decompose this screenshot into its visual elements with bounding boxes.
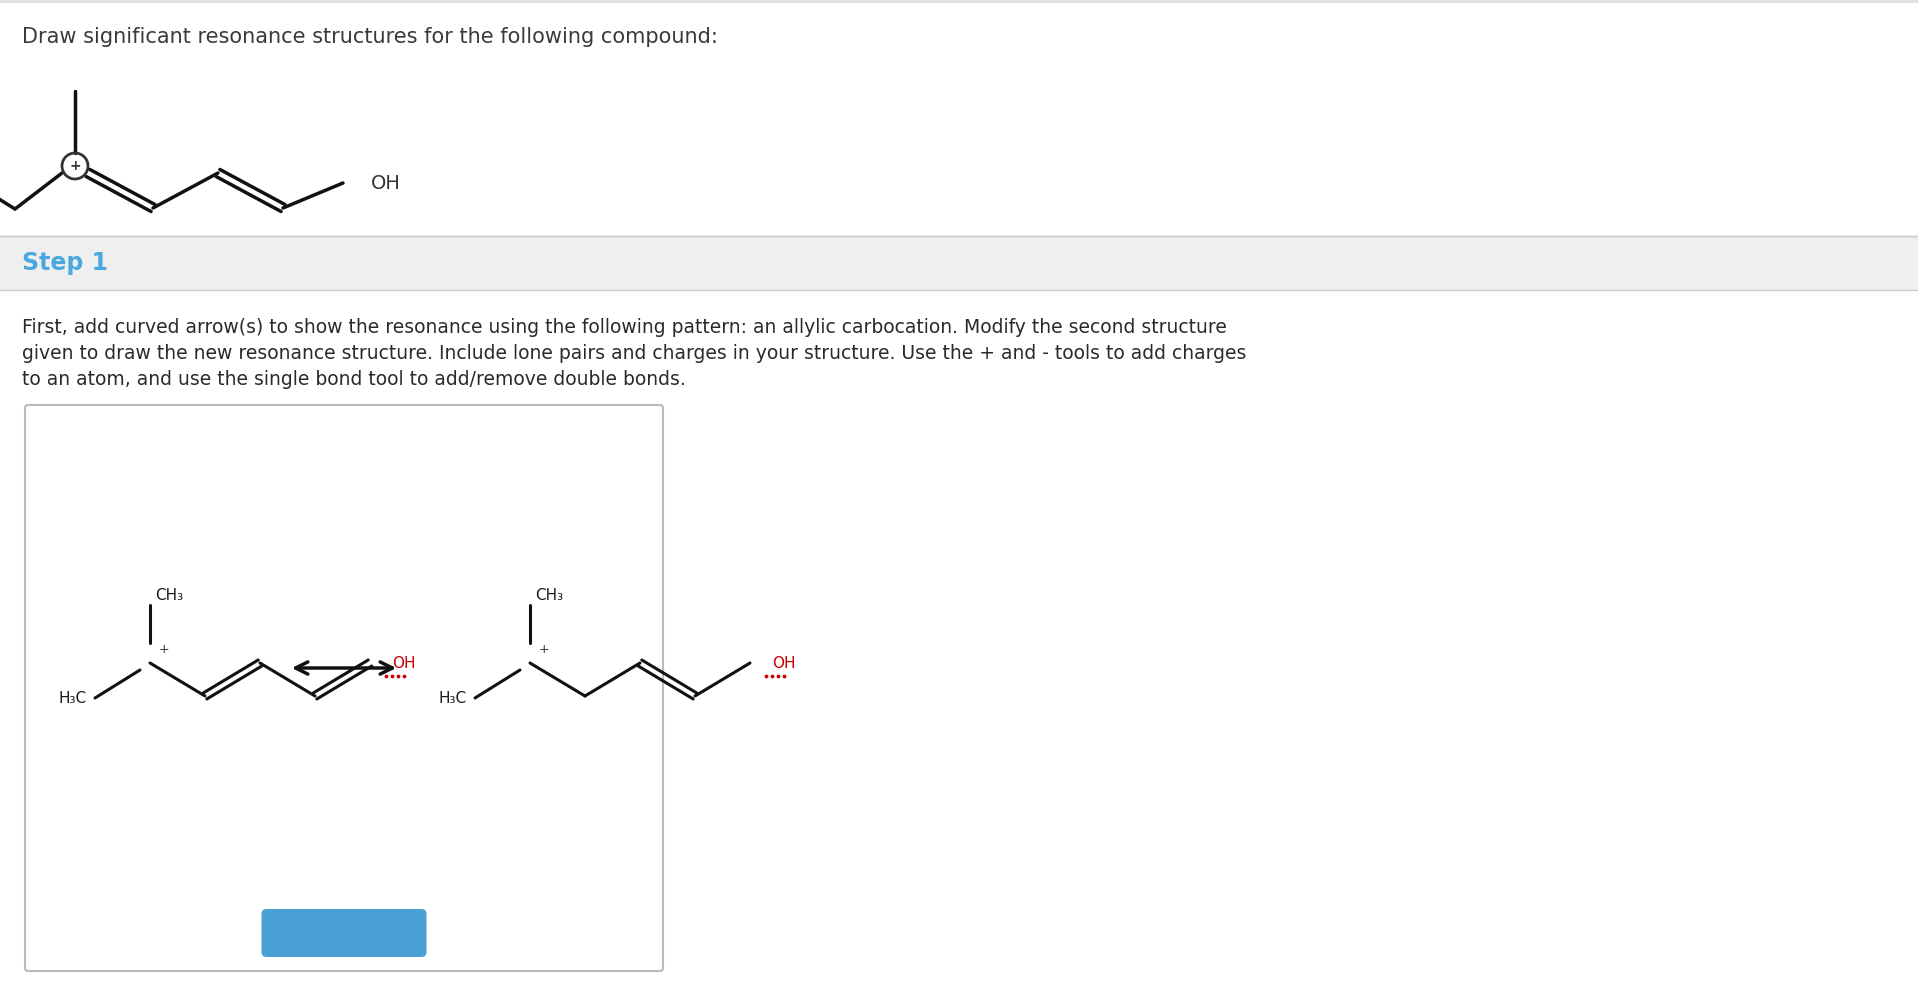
Text: +: + bbox=[539, 642, 549, 655]
Text: CH₃: CH₃ bbox=[155, 588, 182, 603]
Text: H₃C: H₃C bbox=[59, 690, 86, 705]
Text: CH₃: CH₃ bbox=[535, 588, 564, 603]
Text: +: + bbox=[159, 642, 169, 655]
Text: OH: OH bbox=[370, 173, 401, 192]
Text: OH: OH bbox=[391, 655, 416, 670]
Bar bbox=[0, 236, 1918, 290]
FancyBboxPatch shape bbox=[25, 405, 664, 971]
Text: OH: OH bbox=[773, 655, 796, 670]
Text: First, add curved arrow(s) to show the resonance using the following pattern: an: First, add curved arrow(s) to show the r… bbox=[21, 318, 1228, 337]
Text: given to draw the new resonance structure. Include lone pairs and charges in you: given to draw the new resonance structur… bbox=[21, 344, 1247, 363]
FancyBboxPatch shape bbox=[261, 909, 426, 957]
Text: Draw significant resonance structures for the following compound:: Draw significant resonance structures fo… bbox=[21, 27, 717, 47]
Text: to an atom, and use the single bond tool to add/remove double bonds.: to an atom, and use the single bond tool… bbox=[21, 370, 687, 389]
Text: H₃C: H₃C bbox=[439, 690, 466, 705]
Text: +: + bbox=[69, 159, 81, 173]
Text: Step 1: Step 1 bbox=[21, 251, 107, 275]
Text: ✎  Edit Drawing: ✎ Edit Drawing bbox=[284, 925, 405, 940]
